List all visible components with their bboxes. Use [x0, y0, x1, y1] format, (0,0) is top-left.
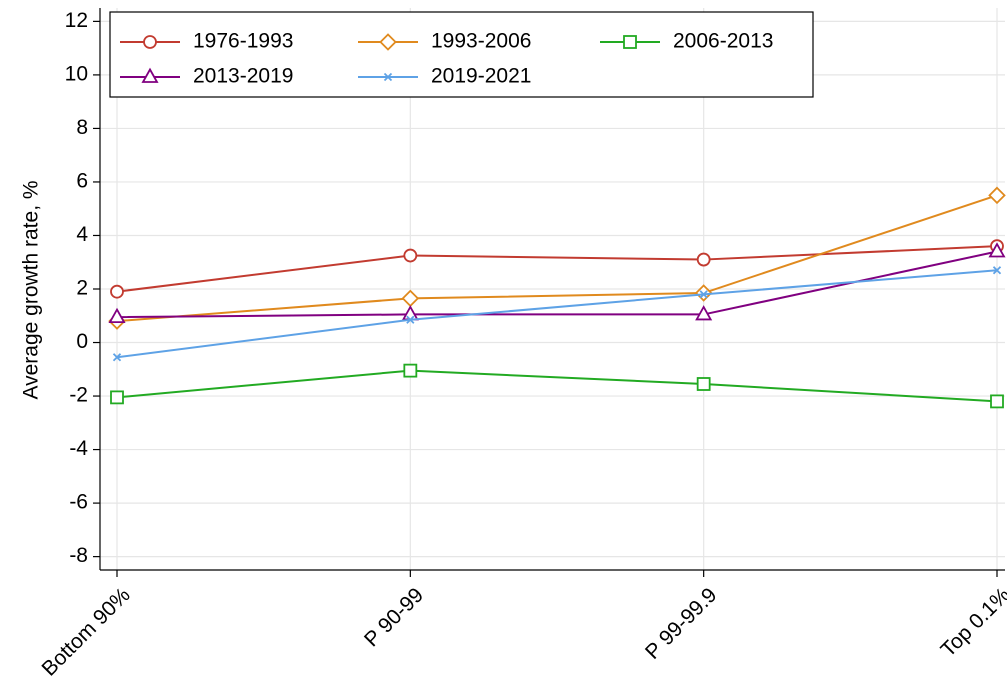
- marker: [406, 315, 415, 324]
- marker: [988, 186, 1006, 205]
- legend-marker: [623, 35, 637, 49]
- y-tick-label: 4: [76, 223, 88, 246]
- y-tick-label: -6: [69, 491, 88, 514]
- marker: [401, 289, 420, 308]
- y-tick-label: -2: [69, 384, 88, 407]
- legend-marker: [383, 72, 393, 82]
- x-tick-label: P 90-99: [360, 583, 428, 651]
- legend-label: 2006-2013: [673, 30, 773, 53]
- y-tick-label: 10: [65, 62, 88, 85]
- x-tick-label: Bottom 90%: [38, 583, 135, 680]
- marker: [112, 353, 122, 362]
- legend: 1976-1993 1993-2006 2006-2013 2013-2019 2019…: [109, 11, 814, 98]
- y-tick-label: -4: [69, 437, 88, 460]
- marker: [694, 284, 713, 302]
- marker: [988, 242, 1006, 258]
- marker: [696, 252, 711, 267]
- marker: [695, 305, 713, 321]
- legend-label: 1993-2006: [431, 30, 531, 53]
- legend-label: 2019-2021: [431, 65, 531, 88]
- y-axis-title: Average growth rate, %: [20, 180, 43, 399]
- legend-marker: [141, 67, 159, 83]
- marker: [403, 248, 418, 263]
- legend-marker: [379, 33, 397, 51]
- y-tick-label: 0: [76, 330, 88, 353]
- marker: [990, 394, 1004, 409]
- marker: [110, 284, 124, 299]
- y-tick-label: 6: [76, 169, 88, 192]
- series-line: [116, 269, 998, 359]
- marker: [992, 266, 1002, 275]
- x-tick-label: P 99-99.9: [641, 583, 721, 663]
- legend-label: 2013-2019: [193, 65, 293, 88]
- series-line: [116, 245, 998, 293]
- legend-label: 1976-1993: [193, 30, 293, 53]
- series-line: [116, 194, 998, 323]
- y-tick-label: 8: [76, 116, 88, 139]
- marker: [110, 390, 124, 405]
- y-tick-label: 12: [65, 9, 88, 32]
- y-tick-label: 2: [76, 277, 88, 300]
- marker: [696, 377, 711, 391]
- marker: [699, 290, 708, 299]
- x-tick-label: Top 0.1%: [937, 583, 1007, 661]
- marker: [401, 305, 419, 321]
- marker: [108, 307, 126, 323]
- legend-box: [109, 11, 814, 98]
- marker: [403, 363, 418, 378]
- y-tick-label: -8: [69, 544, 88, 567]
- series-line: [116, 369, 998, 403]
- legend-marker: [143, 35, 157, 49]
